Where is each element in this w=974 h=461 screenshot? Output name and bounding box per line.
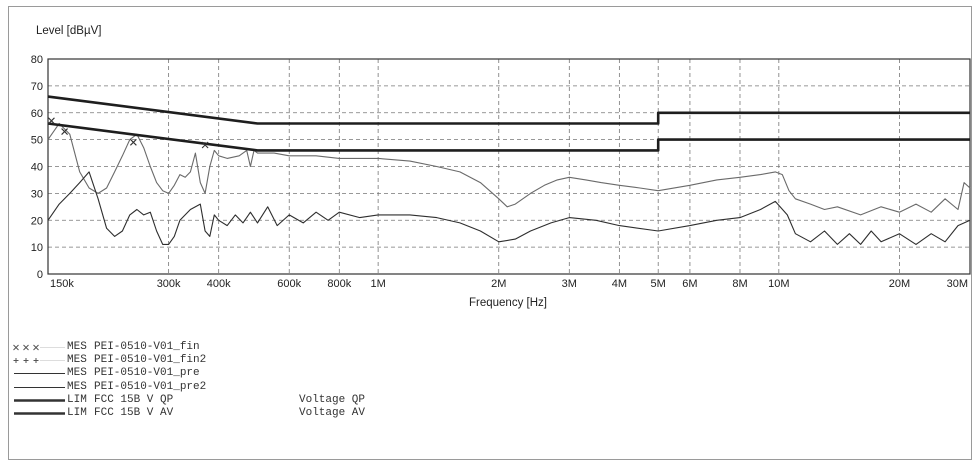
- marker-x: [129, 138, 137, 146]
- legend-name: FCC 15B V AV: [94, 406, 174, 419]
- x-tick-label: 5M: [651, 278, 666, 290]
- y-tick-label: 0: [37, 269, 43, 281]
- legend-symbol-x: [13, 344, 65, 351]
- legend-symbol-thick: [14, 412, 65, 415]
- y-tick-label: 10: [31, 242, 43, 254]
- y-tick-label: 60: [31, 108, 43, 120]
- x-tick-label: 6M: [682, 278, 697, 290]
- series-pei-0510-v01-fin: [48, 117, 209, 149]
- legend-symbol-thin: [14, 373, 65, 375]
- y-tick-label: 70: [31, 81, 43, 93]
- legend-type: MES: [67, 354, 87, 367]
- series-pei-0510-v01-pre: [47, 122, 971, 216]
- series-pei-0510-v01-pre2: [47, 171, 971, 245]
- legend-name: PEI-0510-V01_fin: [94, 341, 200, 353]
- x-tick-label: 300k: [157, 278, 181, 290]
- x-tick-label: 400k: [207, 278, 231, 290]
- series-fcc-15b-v-qp: [47, 95, 970, 125]
- legend-name: FCC 15B V QP: [94, 393, 174, 406]
- x-tick-label: 3M: [562, 278, 577, 290]
- legend-name: PEI-0510-V01_fin2: [94, 354, 207, 367]
- x-tick-label: 150k: [50, 278, 74, 290]
- legend-symbol-plus: [13, 358, 65, 364]
- x-tick-label: 800k: [327, 278, 351, 290]
- legend-type: LIM: [67, 393, 87, 406]
- grid: [48, 59, 970, 274]
- tick-labels: 0 10 20 30 40 50 60 70 80 150k 300k 400k 600k 800k 1M 2…: [31, 54, 968, 290]
- legend-type: MES: [67, 367, 87, 380]
- legend-symbol-thin: [14, 386, 65, 388]
- legend-symbol-thick: [14, 398, 65, 402]
- x-tick-label: 20M: [889, 278, 910, 290]
- legend-name: PEI-0510-V01_pre2: [94, 380, 207, 393]
- y-tick-label: 40: [31, 162, 43, 174]
- y-tick-label: 80: [31, 54, 43, 66]
- x-tick-label: 2M: [491, 278, 506, 290]
- y-axis-title: Level [dBµV]: [36, 25, 101, 37]
- x-tick-label: 10M: [768, 278, 789, 290]
- x-tick-label: 8M: [732, 278, 747, 290]
- series-fcc-15b-v-av: [47, 122, 970, 152]
- x-axis-title: Frequency [Hz]: [469, 297, 547, 309]
- x-tick-label: 30M: [947, 278, 968, 290]
- y-tick-label: 30: [31, 188, 43, 200]
- marker-x: [61, 128, 68, 135]
- marker-x: [48, 117, 55, 125]
- x-tick-label: 600k: [277, 278, 301, 290]
- legend-desc: Voltage QP: [299, 393, 366, 406]
- legend-type: MES: [67, 380, 87, 393]
- plot-area: [47, 58, 971, 275]
- series-layer: [47, 95, 971, 245]
- x-tick-label: 4M: [612, 278, 627, 290]
- x-tick-label: 1M: [370, 278, 385, 290]
- y-tick-label: 50: [31, 135, 43, 147]
- legend-desc: Voltage AV: [299, 406, 366, 419]
- legend-type: LIM: [67, 406, 87, 419]
- y-tick-label: 20: [31, 215, 43, 227]
- legend-name: PEI-0510-V01_pre: [94, 367, 200, 380]
- legend-type: MES: [67, 341, 87, 353]
- marker-x: [201, 141, 209, 149]
